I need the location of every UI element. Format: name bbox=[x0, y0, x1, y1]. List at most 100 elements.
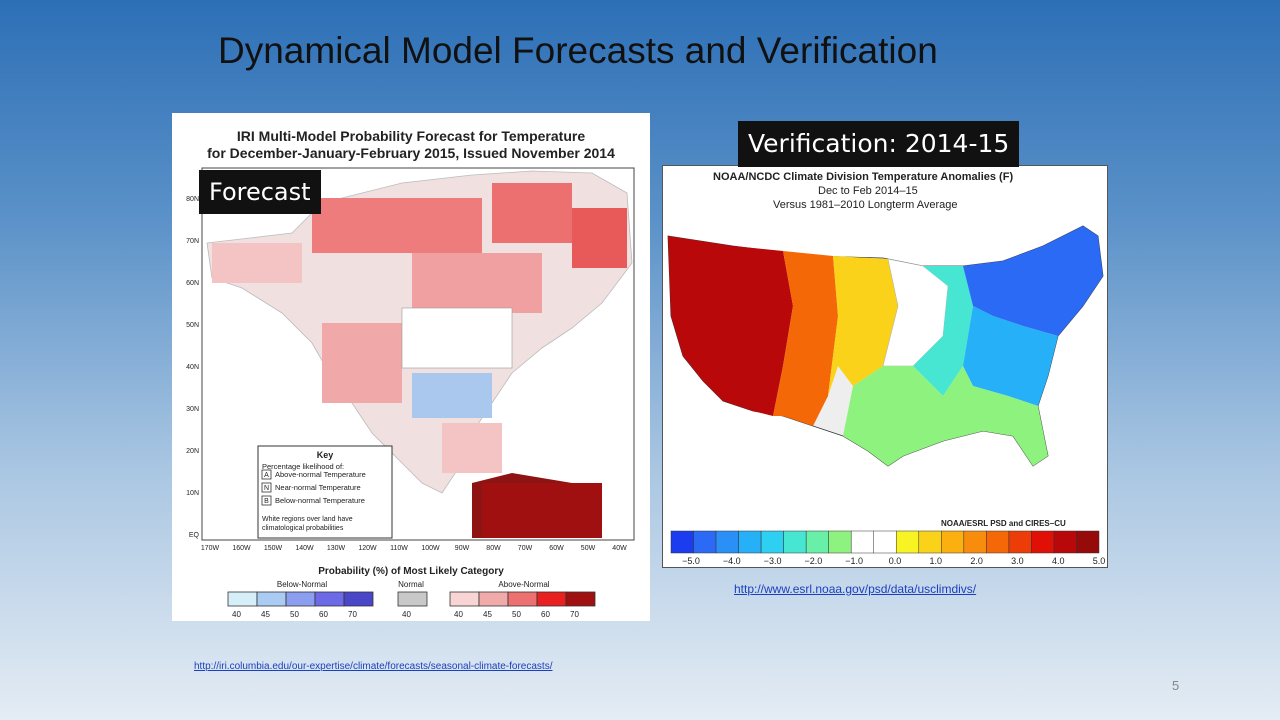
scale-swatch bbox=[715, 530, 739, 554]
forecast-map-image: IRI Multi-Model Probability Forecast for… bbox=[172, 113, 650, 621]
scale-swatch bbox=[850, 530, 874, 554]
above-swatch bbox=[536, 591, 567, 607]
below-swatch bbox=[256, 591, 287, 607]
above-tick: 45 bbox=[483, 610, 492, 619]
verification-scale-labels: −5.0 −4.0 −3.0 −2.0 −1.0 0.0 1.0 2.0 3.0 4.0 5.0 bbox=[682, 556, 1105, 566]
above-normal-region-alaska bbox=[212, 243, 302, 283]
slide-number: 5 bbox=[1172, 678, 1180, 693]
scale-label: 5.0 bbox=[1093, 556, 1106, 566]
forecast-title-line1: IRI Multi-Model Probability Forecast for… bbox=[237, 128, 585, 144]
region-southeast-cool bbox=[963, 306, 1058, 406]
verification-title-line3: Versus 1981–2010 Longterm Average bbox=[773, 199, 958, 211]
lon-label: 50W bbox=[581, 545, 596, 552]
lon-label: 60W bbox=[549, 545, 564, 552]
below-tick: 60 bbox=[319, 610, 328, 619]
iri-link[interactable]: http://iri.columbia.edu/our-expertise/cl… bbox=[194, 661, 553, 672]
scale-swatch bbox=[783, 530, 807, 554]
verification-map-image: NOAA/NCDC Climate Division Temperature A… bbox=[662, 165, 1108, 568]
scale-swatch bbox=[941, 530, 965, 554]
verification-title-line1: NOAA/NCDC Climate Division Temperature A… bbox=[713, 171, 1013, 183]
above-normal-region-central bbox=[412, 253, 542, 313]
above-normal-region-north bbox=[312, 198, 482, 253]
scale-swatch bbox=[760, 530, 784, 554]
lon-label: 40W bbox=[612, 545, 627, 552]
above-swatch bbox=[565, 591, 596, 607]
scale-swatch bbox=[1053, 530, 1077, 554]
lon-label: 150W bbox=[264, 545, 283, 552]
key-note-line2: climatological probabilities bbox=[262, 525, 344, 532]
scale-label: 1.0 bbox=[930, 556, 943, 566]
lat-label: 10N bbox=[186, 490, 199, 497]
normal-tick: 40 bbox=[402, 610, 411, 619]
scale-swatch bbox=[963, 530, 987, 554]
below-tick: 70 bbox=[348, 610, 357, 619]
lat-label: 40N bbox=[186, 364, 199, 371]
verification-credit: NOAA/ESRL PSD and CIRES–CU bbox=[941, 519, 1066, 528]
lon-label: 130W bbox=[327, 545, 346, 552]
above-swatch bbox=[478, 591, 509, 607]
scale-swatch bbox=[805, 530, 829, 554]
lon-label: 160W bbox=[232, 545, 251, 552]
verification-color-scale bbox=[670, 530, 1100, 554]
region-midwest-cool bbox=[913, 266, 973, 396]
region-south-mild bbox=[843, 366, 1048, 466]
below-normal-region-gulf bbox=[412, 373, 492, 418]
scale-swatch bbox=[1031, 530, 1055, 554]
lat-label: 20N bbox=[186, 448, 199, 455]
key-rows: A Above-normal Temperature N Near-normal Te… bbox=[261, 469, 366, 506]
key-letter-box bbox=[261, 469, 272, 480]
region-plains-warm bbox=[828, 256, 898, 396]
forecast-title-line2: for December-January-February 2015, Issu… bbox=[207, 145, 615, 161]
above-swatch bbox=[507, 591, 538, 607]
legend-title: Probability (%) of Most Likely Category bbox=[318, 566, 504, 577]
scale-label: 4.0 bbox=[1052, 556, 1065, 566]
verification-title-line2: Dec to Feb 2014–15 bbox=[818, 185, 918, 197]
above-normal-region-greenland bbox=[572, 208, 627, 268]
scale-swatch bbox=[670, 530, 694, 554]
lon-label: 70W bbox=[518, 545, 533, 552]
key-title: Key bbox=[317, 450, 334, 460]
climatology-region-us bbox=[401, 307, 513, 369]
lat-label: 80N bbox=[186, 196, 199, 203]
key-letter: N bbox=[264, 485, 269, 492]
below-swatch bbox=[314, 591, 345, 607]
region-northeast-cold bbox=[963, 226, 1103, 336]
lat-label: EQ bbox=[189, 532, 200, 539]
legend-swatches: 40 45 50 60 70 40 40 45 50 60 70 bbox=[227, 591, 596, 619]
legend-below-label: Below-Normal bbox=[277, 580, 327, 589]
above-normal-region-south-america bbox=[482, 483, 602, 538]
scale-swatch bbox=[873, 530, 897, 554]
below-tick: 50 bbox=[290, 610, 299, 619]
below-swatch bbox=[343, 591, 374, 607]
scale-label: −4.0 bbox=[723, 556, 741, 566]
normal-swatch bbox=[397, 591, 428, 607]
lon-label: 100W bbox=[421, 545, 440, 552]
lon-label: 140W bbox=[295, 545, 314, 552]
scale-label: −1.0 bbox=[845, 556, 863, 566]
lon-label: 170W bbox=[201, 545, 220, 552]
forecast-map-svg: IRI Multi-Model Probability Forecast for… bbox=[186, 128, 635, 619]
scale-swatch bbox=[918, 530, 942, 554]
below-tick: 45 bbox=[261, 610, 270, 619]
above-normal-region-caribbean bbox=[442, 423, 502, 473]
key-row-text: Above-normal Temperature bbox=[275, 470, 366, 479]
scale-label: −5.0 bbox=[682, 556, 700, 566]
key-row-text: Near-normal Temperature bbox=[275, 483, 361, 492]
above-tick: 70 bbox=[570, 610, 579, 619]
key-letter-box bbox=[261, 482, 272, 493]
scale-swatch bbox=[828, 530, 852, 554]
key-letter: B bbox=[264, 498, 269, 505]
region-rockies-warm bbox=[773, 251, 838, 426]
verification-map-svg: NOAA/NCDC Climate Division Temperature A… bbox=[667, 171, 1105, 566]
lat-label: 70N bbox=[186, 238, 199, 245]
scale-label: −2.0 bbox=[805, 556, 823, 566]
key-letter: A bbox=[264, 472, 269, 479]
esrl-link[interactable]: http://www.esrl.noaa.gov/psd/data/usclim… bbox=[734, 582, 977, 596]
scale-swatch bbox=[738, 530, 762, 554]
scale-label: 0.0 bbox=[889, 556, 902, 566]
key-note-line1: White regions over land have bbox=[262, 516, 353, 523]
lat-label: 60N bbox=[186, 280, 199, 287]
forecast-label: Forecast bbox=[199, 170, 321, 214]
lat-label: 50N bbox=[186, 322, 199, 329]
above-swatch bbox=[449, 591, 480, 607]
